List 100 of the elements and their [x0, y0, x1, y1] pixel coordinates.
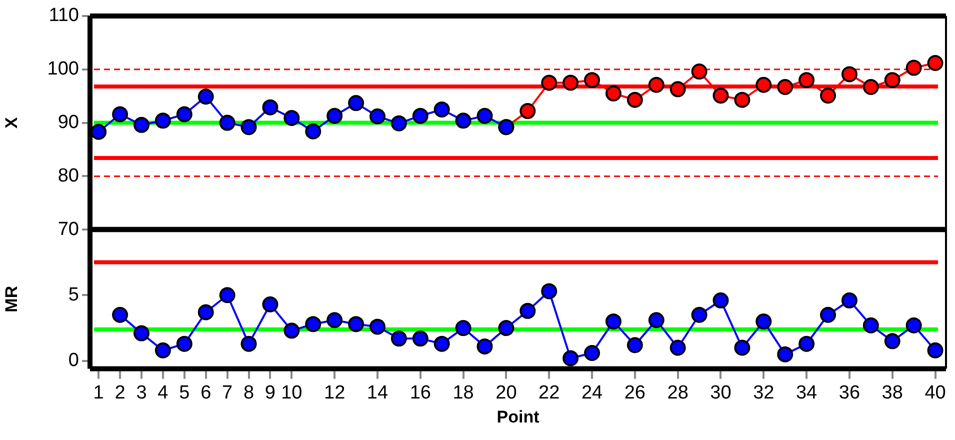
point: [691, 64, 708, 80]
x-tick-label: 1: [93, 382, 104, 404]
point: [198, 88, 214, 105]
x-tick-label: 38: [882, 382, 903, 404]
point: [670, 81, 686, 98]
point: [756, 313, 772, 330]
x-tick-label: 26: [624, 382, 646, 404]
x-tick-label: 3: [136, 382, 147, 404]
point: [326, 108, 343, 124]
point: [284, 322, 300, 339]
point: [262, 99, 278, 116]
point: [390, 330, 407, 347]
point: [605, 313, 622, 330]
point: [455, 112, 472, 129]
point: [455, 320, 472, 336]
point: [648, 76, 664, 93]
point: [434, 336, 450, 352]
point: [820, 88, 836, 104]
point: [412, 330, 428, 347]
point: [541, 283, 558, 300]
y-axis-title: X: [2, 116, 21, 128]
y-axis-title: MR: [2, 286, 21, 312]
y-tick-label: 0: [68, 350, 79, 372]
x-tick-label: 22: [538, 382, 560, 404]
y-tick-label: 80: [58, 165, 79, 186]
point: [584, 72, 600, 88]
point: [626, 92, 643, 108]
point: [798, 72, 815, 88]
point: [520, 103, 536, 120]
point: [348, 95, 364, 112]
point: [777, 79, 794, 96]
point: [541, 74, 558, 91]
point: [712, 292, 729, 308]
x-tick-label: 30: [710, 382, 732, 404]
x-axis-title: Point: [496, 407, 540, 426]
point: [133, 325, 150, 342]
point: [498, 320, 514, 336]
x-tick-label: 12: [324, 382, 346, 404]
y-tick-label: 70: [58, 218, 79, 240]
point: [326, 312, 343, 328]
point: [562, 74, 579, 91]
x-tick-label: 18: [452, 382, 474, 404]
point: [176, 336, 192, 352]
point: [262, 296, 278, 312]
point: [348, 316, 364, 332]
point: [777, 346, 794, 362]
point: [862, 79, 879, 96]
point: [927, 54, 944, 71]
point: [841, 292, 858, 308]
point: [841, 66, 858, 82]
point: [691, 306, 708, 323]
point: [369, 108, 386, 124]
x-tick-label: 24: [581, 382, 604, 404]
point: [112, 306, 128, 323]
point: [90, 124, 107, 140]
point: [884, 72, 900, 88]
point: [176, 106, 192, 122]
point: [734, 340, 750, 356]
point: [476, 108, 493, 124]
point: [562, 350, 579, 366]
point: [133, 116, 150, 133]
point: [820, 306, 836, 323]
x-tick-label: 14: [366, 382, 388, 404]
point: [154, 342, 171, 358]
x-tick-label: 16: [410, 382, 431, 404]
point: [305, 316, 322, 332]
point: [670, 340, 686, 356]
point: [862, 317, 879, 334]
point: [476, 338, 493, 354]
y-tick-label: 5: [68, 284, 79, 306]
x-tick-label: 2: [114, 382, 126, 404]
x-tick-label: 40: [924, 382, 946, 404]
point: [756, 76, 772, 93]
x-tick-label: 4: [158, 382, 169, 404]
x-tick-label: 32: [753, 382, 774, 404]
point: [154, 112, 171, 129]
point: [520, 302, 536, 319]
y-tick-label: 110: [48, 5, 79, 26]
point: [884, 333, 900, 350]
point: [369, 318, 386, 335]
x-tick-label: 5: [179, 382, 190, 404]
x-tick-label: 7: [222, 382, 233, 404]
point: [906, 317, 922, 334]
x-tick-label: 28: [667, 382, 688, 404]
x-tick-label: 8: [243, 382, 254, 404]
point: [584, 345, 600, 362]
point: [626, 337, 643, 354]
x-tick-label: 36: [838, 382, 860, 404]
point: [112, 106, 128, 122]
point: [284, 110, 300, 126]
point: [734, 92, 750, 108]
x-tick-label: 6: [200, 382, 212, 404]
point: [798, 336, 815, 352]
point: [219, 287, 236, 304]
x-tick-label: 34: [796, 382, 818, 404]
point: [240, 336, 257, 352]
y-tick-label: 90: [58, 112, 79, 134]
point: [219, 114, 236, 131]
x-tick-label: 9: [264, 382, 276, 404]
point: [712, 88, 729, 104]
